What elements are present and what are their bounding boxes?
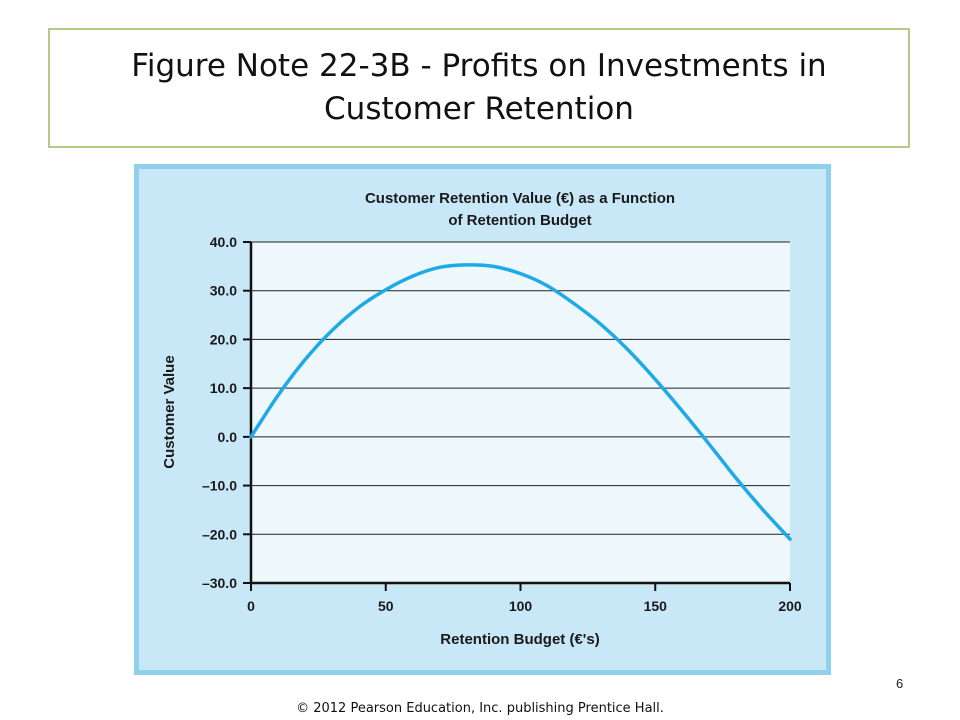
y-tick-label: –20.0 bbox=[202, 526, 237, 542]
slide-title: Figure Note 22-3B - Profits on Investmen… bbox=[131, 47, 827, 127]
series-line bbox=[249, 263, 792, 541]
copyright-notice: © 2012 Pearson Education, Inc. publishin… bbox=[296, 701, 664, 716]
slide-title-box: Figure Note 22-3B - Profits on Investmen… bbox=[48, 28, 910, 148]
y-axis-label: Customer Value bbox=[161, 355, 178, 468]
x-tick-label: 200 bbox=[778, 598, 802, 614]
y-tick-label: 20.0 bbox=[210, 331, 237, 347]
x-tick-label: 150 bbox=[644, 598, 668, 614]
x-tick-label: 0 bbox=[247, 598, 255, 614]
y-tick-label: 30.0 bbox=[210, 283, 237, 299]
y-tick-label: 0.0 bbox=[218, 429, 238, 445]
page-number: 6 bbox=[896, 676, 904, 691]
y-tick-label: 10.0 bbox=[210, 380, 237, 396]
y-tick-label: –10.0 bbox=[202, 478, 237, 494]
plot-area: 40.0 30.0 20.0 10.0 0.0 –10.0 –20.0 –30.0 0 50 100… bbox=[202, 234, 802, 614]
y-tick-label: 40.0 bbox=[210, 234, 237, 250]
chart-title-line-1: Customer Retention Value (€) as a Functi… bbox=[365, 190, 675, 207]
x-tick-label: 100 bbox=[509, 598, 533, 614]
chart-title-line-2: of Retention Budget bbox=[448, 212, 591, 229]
chart-panel: 40.0 30.0 20.0 10.0 0.0 –10.0 –20.0 –30.0 0 50 100… bbox=[134, 164, 831, 675]
x-tick-label: 50 bbox=[378, 598, 394, 614]
y-tick-label: –30.0 bbox=[202, 575, 237, 591]
x-axis-label: Retention Budget (€'s) bbox=[440, 631, 599, 648]
plot-background bbox=[251, 242, 790, 583]
